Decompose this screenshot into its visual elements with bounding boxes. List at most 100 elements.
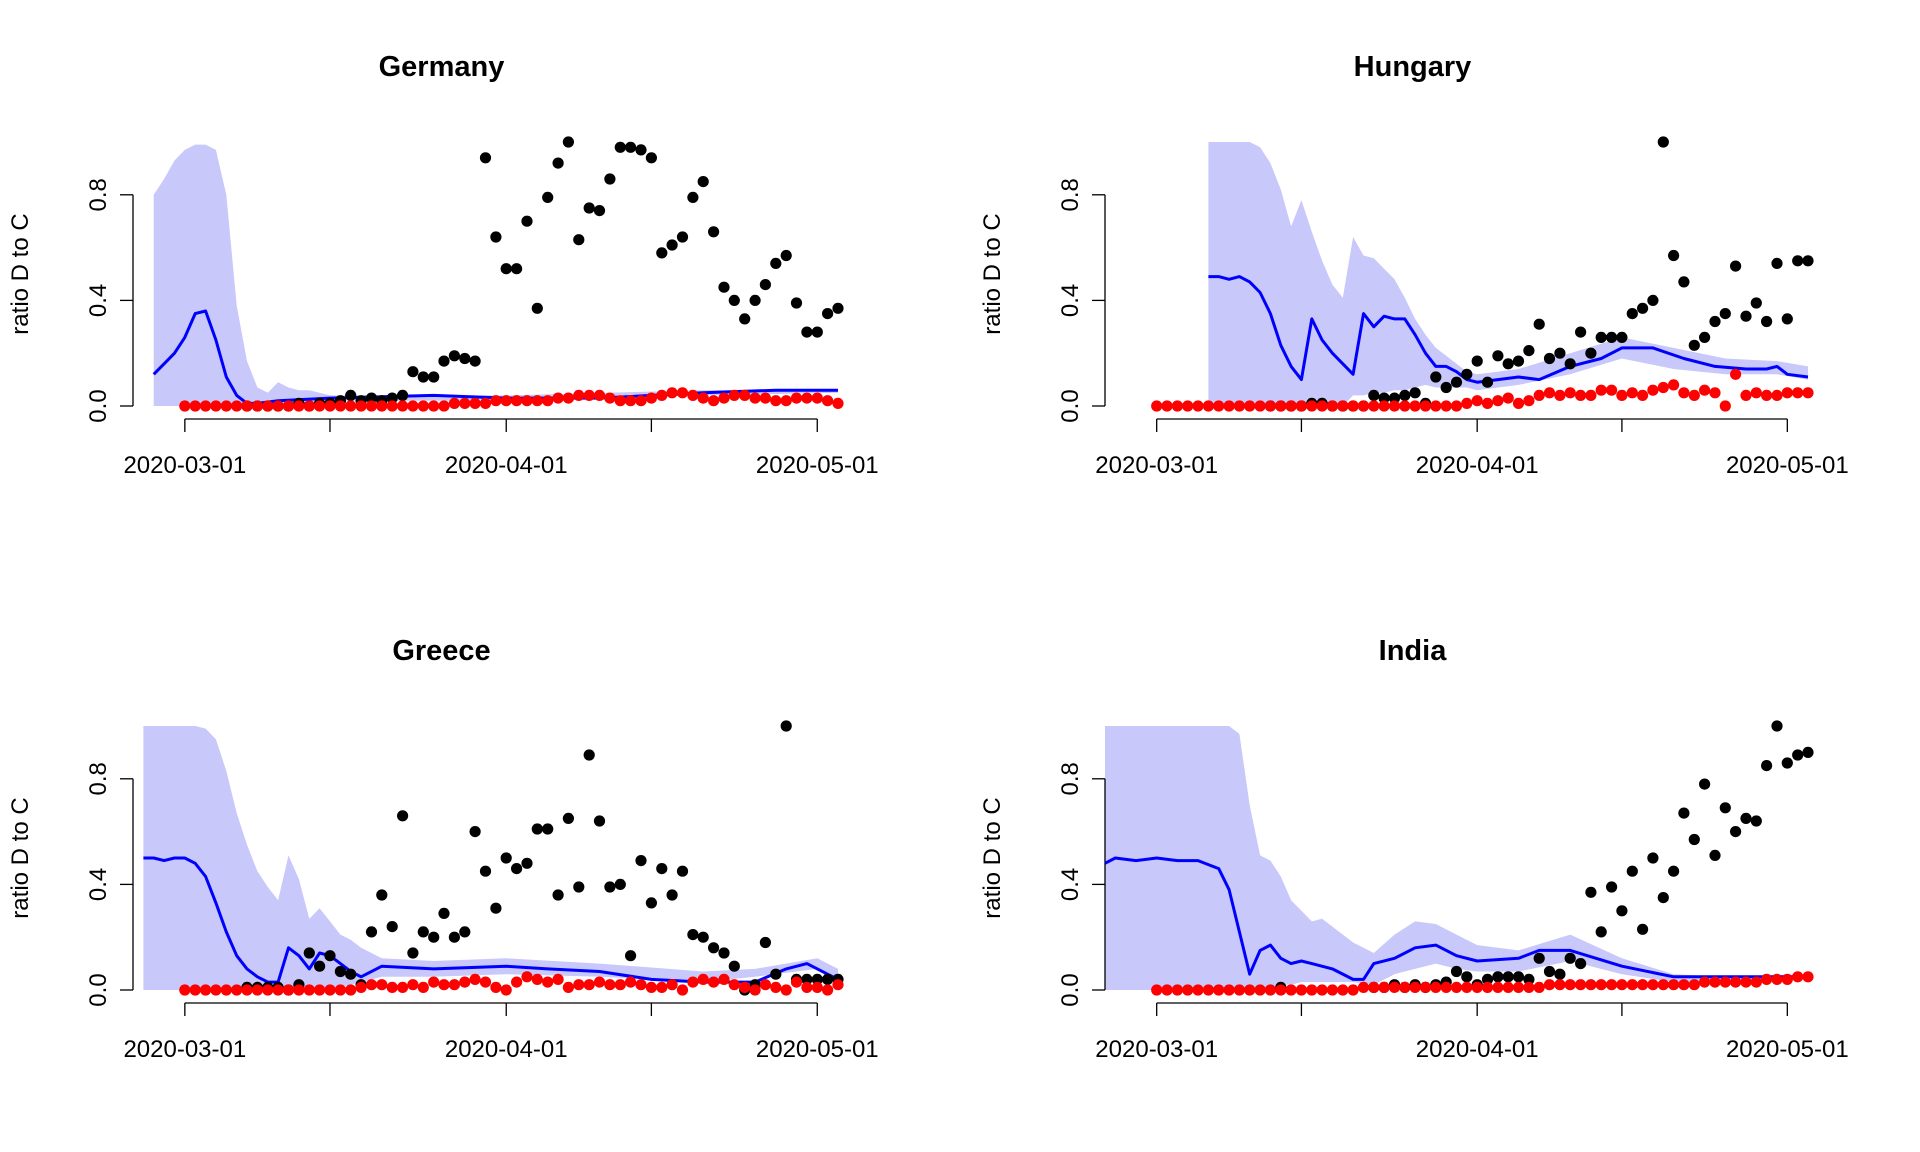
y-axis: 0.0 0.4 0.8	[85, 762, 134, 1007]
model-line	[1104, 856, 1808, 981]
red-point	[241, 984, 253, 996]
red-point	[614, 395, 626, 407]
red-point	[645, 392, 658, 404]
y-tick-label: 0.8	[85, 762, 112, 795]
red-point	[635, 395, 647, 407]
black-point	[542, 191, 554, 203]
red-point	[583, 389, 595, 401]
red-point	[749, 392, 761, 404]
black-point	[770, 257, 782, 269]
black-point	[759, 936, 772, 949]
red-point	[1264, 400, 1276, 412]
y-tick-label: 0.8	[1057, 178, 1084, 211]
x-axis: 2020-03-01 2020-04-01 2020-05-01	[1095, 418, 1849, 479]
red-point	[386, 400, 398, 412]
red-point	[231, 984, 243, 996]
red-point	[1337, 984, 1349, 996]
black-point	[604, 881, 616, 893]
red-point	[314, 400, 326, 412]
chart-title: Germany	[379, 51, 505, 83]
red-point	[562, 392, 575, 404]
red-point	[1285, 400, 1297, 412]
red-point	[251, 984, 263, 996]
red-point	[1709, 387, 1721, 399]
red-point	[490, 395, 502, 407]
red-point	[293, 984, 305, 996]
black-point	[1781, 757, 1793, 769]
black-point	[365, 926, 378, 938]
red-point	[210, 400, 222, 412]
red-point	[262, 400, 274, 412]
black-point	[1678, 276, 1690, 288]
red-point	[1771, 973, 1783, 986]
red-point	[510, 395, 523, 407]
red-point	[1202, 984, 1214, 996]
red-point	[490, 981, 502, 994]
red-point	[552, 392, 564, 404]
black-point	[1575, 326, 1587, 338]
red-point	[656, 981, 668, 994]
red-point	[1306, 400, 1318, 412]
x-tick-label: 2020-04-01	[1416, 1036, 1539, 1063]
x-tick-label: 2020-04-01	[445, 1036, 568, 1063]
x-axis: 2020-03-01 2020-04-01 2020-05-01	[123, 1002, 879, 1063]
black-point	[728, 960, 740, 972]
black-point	[604, 173, 616, 185]
red-point	[179, 400, 191, 412]
red-point	[573, 389, 585, 401]
red-point	[583, 979, 595, 991]
model-line	[1208, 275, 1809, 384]
red-point	[1316, 984, 1328, 996]
y-tick-label: 0.8	[85, 178, 112, 211]
black-point	[552, 157, 564, 169]
red-point	[220, 984, 232, 996]
red-point	[1316, 400, 1328, 412]
red-point	[1750, 976, 1762, 988]
black-point	[697, 931, 709, 943]
red-point	[1606, 979, 1618, 991]
red-point	[1182, 400, 1194, 412]
red-point	[790, 392, 803, 404]
black-point	[1750, 815, 1762, 827]
red-point	[1647, 979, 1659, 991]
x-tick-label: 2020-05-01	[756, 452, 879, 479]
red-point	[282, 984, 295, 996]
black-point	[1399, 389, 1411, 401]
red-point	[293, 400, 305, 412]
red-point	[1244, 984, 1256, 996]
y-tick-label: 0.4	[1057, 284, 1084, 317]
black-point	[1533, 952, 1545, 964]
black-point	[500, 263, 512, 275]
y-tick-label: 0.4	[85, 284, 112, 317]
red-point	[811, 392, 823, 404]
black-point	[1771, 257, 1783, 269]
black-point	[1554, 347, 1566, 359]
red-point	[500, 984, 512, 996]
black-point	[365, 392, 378, 404]
black-point	[459, 352, 471, 365]
red-point	[1668, 379, 1680, 391]
black-point	[666, 889, 678, 901]
red-point	[1357, 981, 1370, 994]
red-point	[469, 973, 481, 986]
black-point	[397, 810, 409, 822]
black-point	[749, 294, 761, 306]
red-point	[1543, 387, 1556, 399]
red-point	[1275, 984, 1287, 996]
red-point	[542, 976, 554, 988]
black-point	[625, 950, 637, 962]
red-point	[1678, 387, 1690, 399]
red-point	[1192, 984, 1204, 996]
black-point	[407, 947, 419, 959]
x-tick-label: 2020-05-01	[1726, 452, 1849, 479]
confidence-band	[153, 144, 838, 406]
red-point	[666, 979, 678, 991]
red-point	[1626, 387, 1638, 399]
red-point	[1761, 973, 1773, 986]
red-point	[1688, 389, 1700, 401]
black-point	[780, 720, 792, 732]
red-point	[1668, 979, 1680, 991]
red-point	[739, 981, 751, 994]
red-point	[282, 400, 295, 412]
black-point	[728, 294, 740, 306]
